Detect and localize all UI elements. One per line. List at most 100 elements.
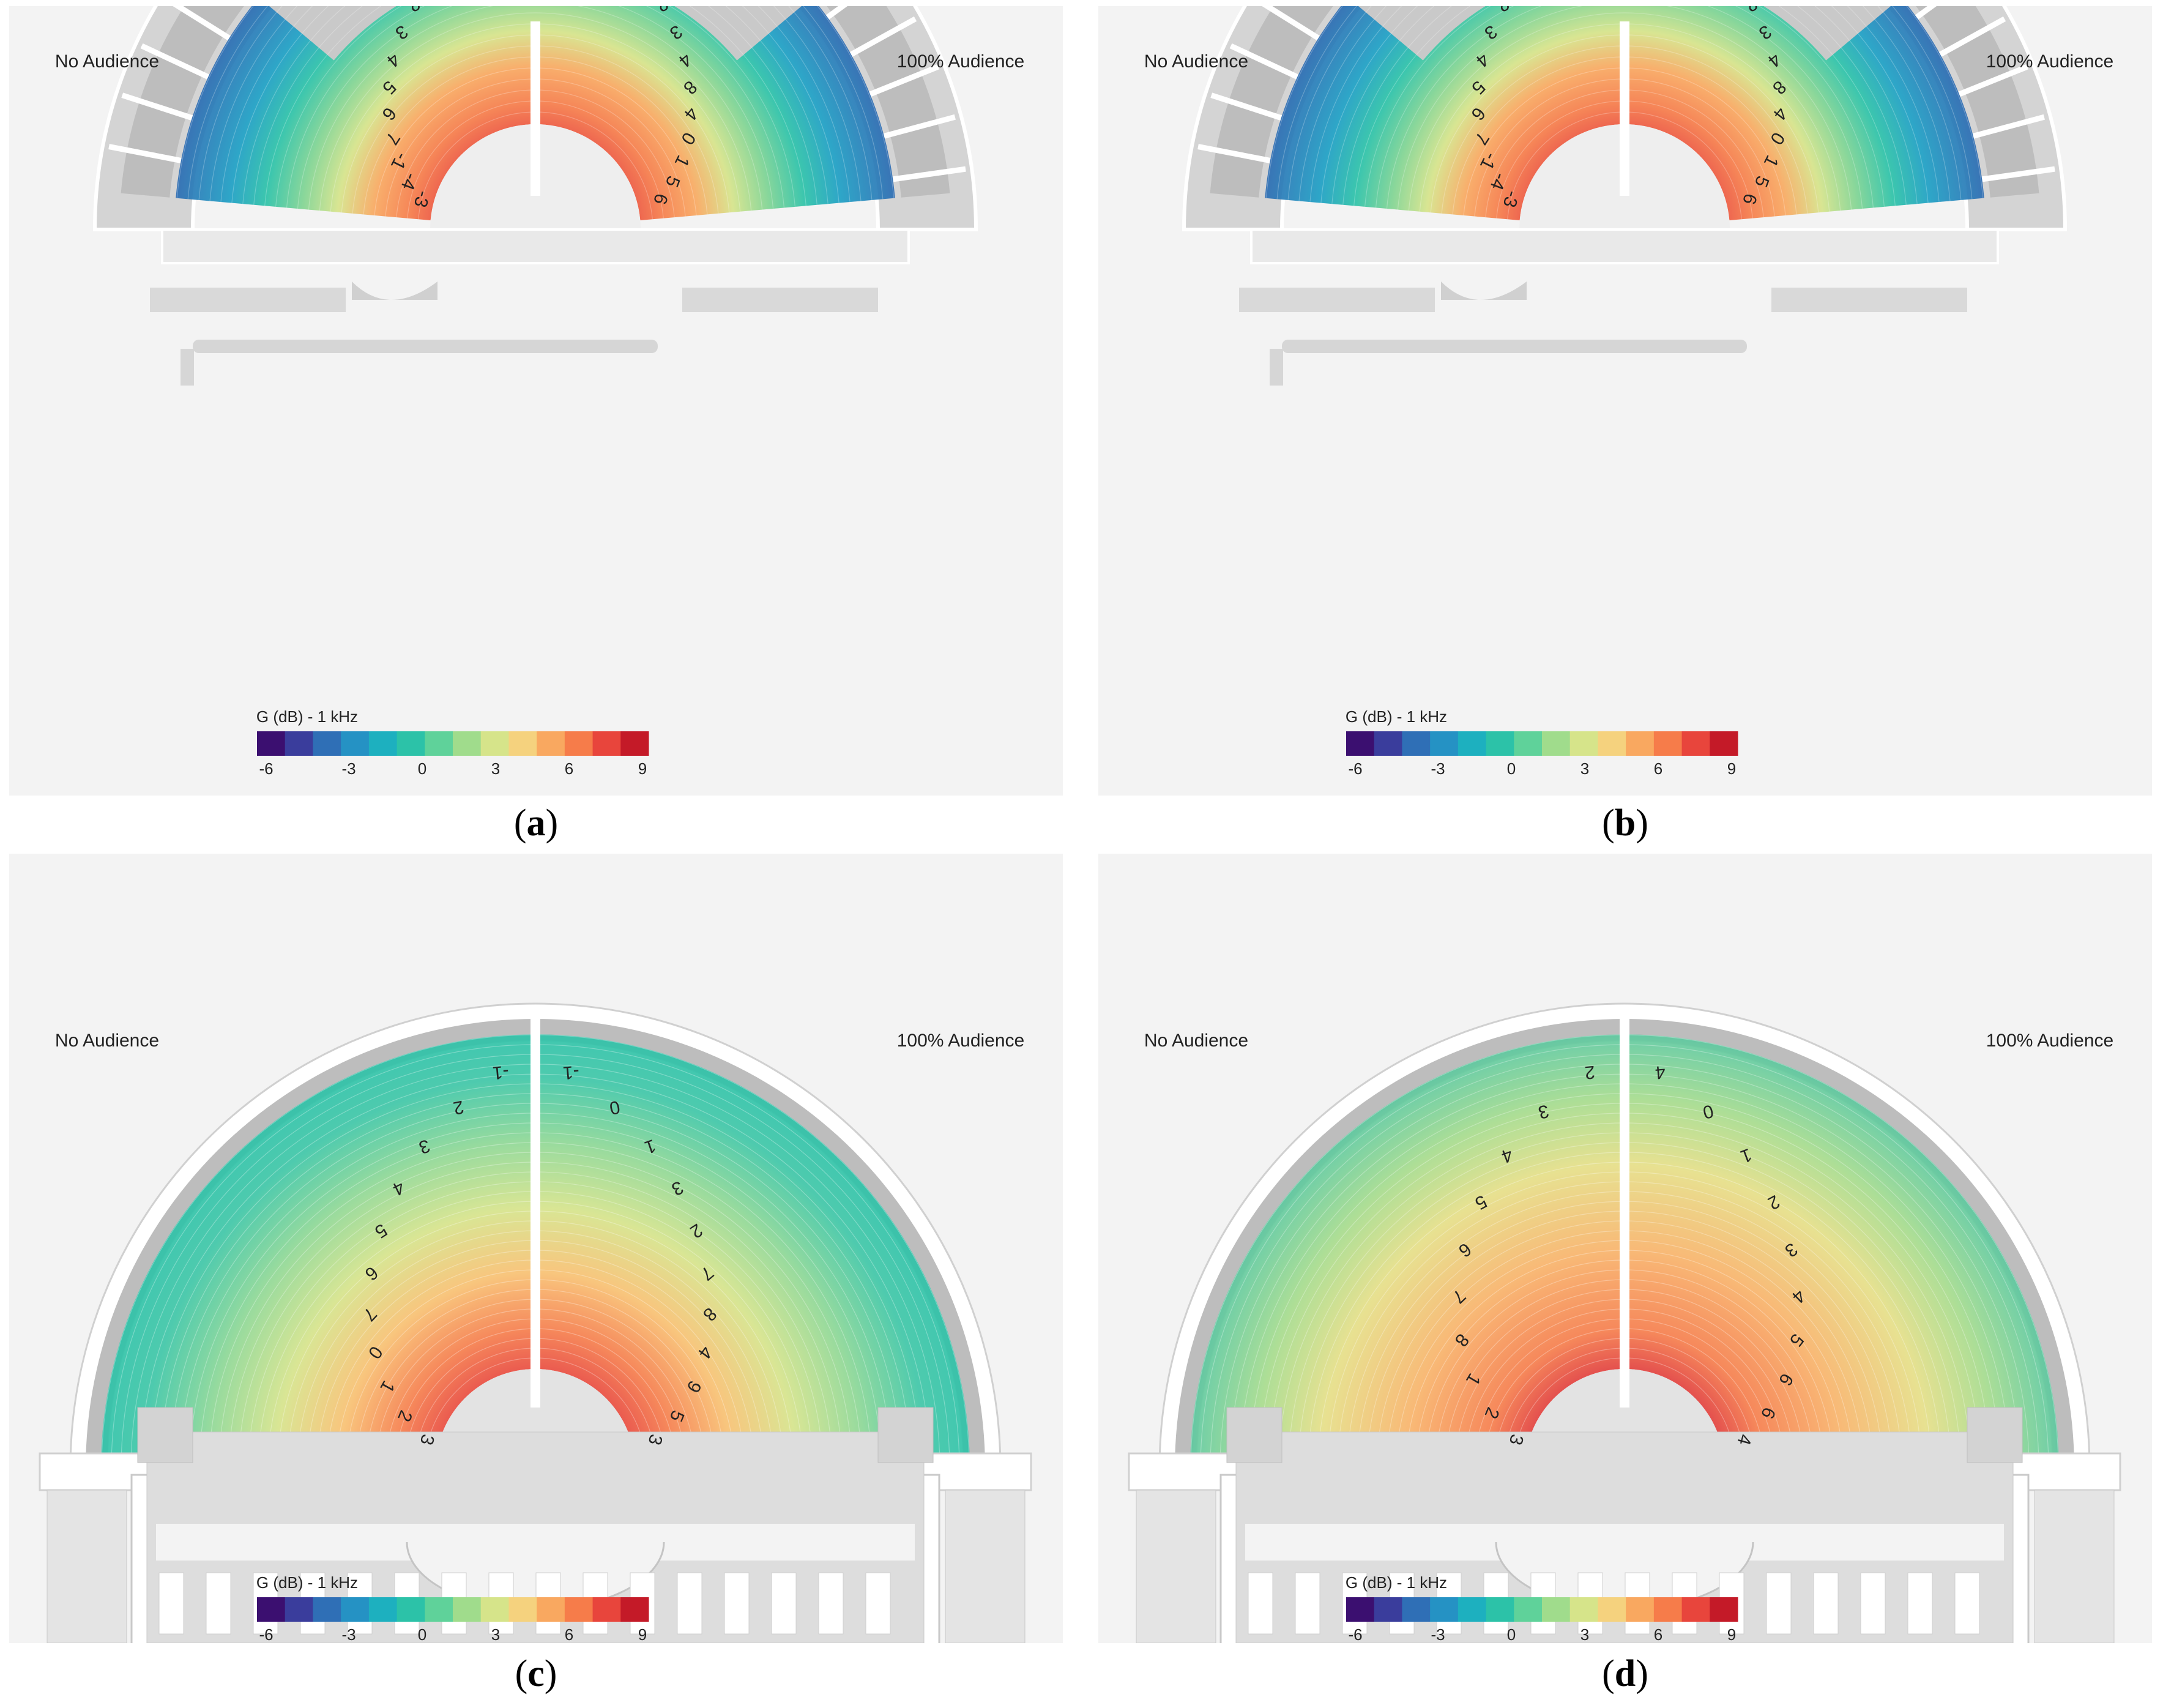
caption-c: (c): [515, 1653, 557, 1695]
colorbar-swatch: [1598, 731, 1626, 756]
colorbar-swatch: [564, 1597, 594, 1622]
colorbar-swatch: [620, 1597, 649, 1622]
colorbar-swatch: [313, 731, 341, 756]
colorbar-swatch: [425, 1597, 453, 1622]
colorbar-swatch: [592, 731, 621, 756]
colorbar-tick: 6: [565, 1625, 573, 1643]
colorbar-title: G (dB) - 1 kHz: [1346, 1573, 1447, 1592]
colorbar-swatch: [1626, 731, 1655, 756]
contour-label: 3: [1536, 1100, 1551, 1122]
caption-d: (d): [1602, 1653, 1648, 1695]
colorbar-tick: 9: [638, 1625, 647, 1643]
colorbar-swatch: [285, 1597, 313, 1622]
colorbar-tick: 9: [638, 759, 647, 778]
panel-divider: [531, 1010, 540, 1408]
colorbar-swatch: [1681, 731, 1710, 756]
label-full-audience: 100% Audience: [897, 51, 1025, 72]
contour-label: 2: [452, 1097, 466, 1119]
colorbar-title: G (dB) - 1 kHz: [1346, 707, 1447, 726]
panel-divider: [1620, 1010, 1629, 1408]
label-no-audience: No Audience: [1144, 51, 1248, 72]
contour-label: -1: [562, 1061, 580, 1083]
caption-b: (b): [1602, 802, 1648, 844]
colonnade-ruin: [193, 340, 658, 353]
colorbar-swatch: [1402, 1597, 1431, 1622]
left-side-gap: [1358, 6, 1486, 61]
left-side-gap: [269, 6, 396, 61]
colorbar-swatch: [257, 1597, 286, 1622]
colorbar-tick: 6: [565, 759, 573, 778]
colorbar-swatch: [1486, 731, 1514, 756]
proscenium: [1250, 228, 1999, 264]
colorbar-swatch: [396, 1597, 425, 1622]
seating-blocks: [108, 6, 966, 182]
colorbar-swatch: [1710, 1597, 1738, 1622]
colorbar: G (dB) - 1 kHz -6 -3 0 3 6 9: [1346, 1573, 1738, 1643]
colorbar-swatch: [1430, 1597, 1459, 1622]
colorbar-swatch: [1569, 1597, 1598, 1622]
label-full-audience: 100% Audience: [897, 1031, 1025, 1051]
colorbar-tick: 3: [491, 759, 500, 778]
colorbar-swatch: [1514, 731, 1543, 756]
label-no-audience: No Audience: [55, 51, 159, 72]
colorbar-tick: -3: [341, 1625, 356, 1643]
colorbar-swatch: [1374, 1597, 1402, 1622]
colorbar-tick: -6: [259, 759, 273, 778]
colorbar-swatch: [620, 731, 649, 756]
proscenium: [161, 228, 910, 264]
colorbar-swatch: [313, 1597, 341, 1622]
label-no-audience: No Audience: [1144, 1031, 1248, 1051]
colorbar-swatch: [425, 731, 453, 756]
colorbar-swatch: [1486, 1597, 1514, 1622]
colorbar-swatch: [1346, 731, 1375, 756]
colorbar-swatch: [1598, 1597, 1626, 1622]
scene-ruin-center: [1441, 282, 1527, 300]
contour-label: 4: [1655, 1062, 1667, 1083]
colorbar-swatch: [508, 731, 537, 756]
colorbar-swatch: [1458, 731, 1487, 756]
colorbar-swatch: [508, 1597, 537, 1622]
colorbar-tick: 9: [1727, 1625, 1736, 1643]
colorbar-tick: 3: [491, 1625, 500, 1643]
colorbar-swatch: [480, 1597, 509, 1622]
contour-label: 2: [1584, 1062, 1596, 1083]
panel-c: No Audience 100% Audience -1 2 3 4 5 6 7 0 1 2 3 -1 0 1…: [9, 854, 1063, 1643]
label-full-audience: 100% Audience: [1986, 51, 2114, 72]
colorbar-title: G (dB) - 1 kHz: [256, 707, 358, 726]
colorbar-swatch: [537, 731, 565, 756]
scene-ruin-right: [1771, 288, 1967, 312]
colorbar-tick: -6: [1348, 1625, 1362, 1643]
colorbar-tick: -6: [1348, 759, 1362, 778]
panel-d-figure: No Audience 100% Audience2345678123401234…: [1098, 854, 2152, 1643]
colorbar: G (dB) - 1 kHz -6 -3 0 3 6 9: [1346, 707, 1738, 778]
colorbar-swatch: [537, 1597, 565, 1622]
colorbar-tick: 0: [418, 1625, 426, 1643]
colorbar-swatch: [1653, 1597, 1683, 1622]
colonnade-ruin: [1282, 340, 1747, 353]
colorbar-swatch: [564, 731, 594, 756]
colorbar: G (dB) - 1 kHz -6 -3 0 3 6 9: [256, 1573, 649, 1643]
right-side-gap: [674, 6, 802, 61]
colorbar-tick: 3: [1580, 1625, 1589, 1643]
panel-divider: [1620, 21, 1629, 196]
colorbar-swatch: [1402, 731, 1431, 756]
colorbar-tick: 9: [1727, 759, 1736, 778]
colorbar-swatch: [257, 731, 286, 756]
colorbar-swatch: [1542, 731, 1571, 756]
colorbar-tick: 0: [418, 759, 426, 778]
colorbar-swatch: [592, 1597, 621, 1622]
colorbar-swatch: [1514, 1597, 1543, 1622]
colorbar-tick: 3: [1580, 759, 1589, 778]
colorbar-tick: 6: [1654, 1625, 1662, 1643]
colorbar-tick: 0: [1507, 759, 1516, 778]
label-full-audience: 100% Audience: [1986, 1031, 2114, 1051]
panel-divider: [531, 21, 540, 196]
colorbar-swatch: [1710, 731, 1738, 756]
colorbar-swatch: [1458, 1597, 1487, 1622]
colorbar-swatch: [341, 1597, 370, 1622]
colorbar-swatch: [368, 731, 398, 756]
scene-ruin-center: [352, 282, 437, 300]
